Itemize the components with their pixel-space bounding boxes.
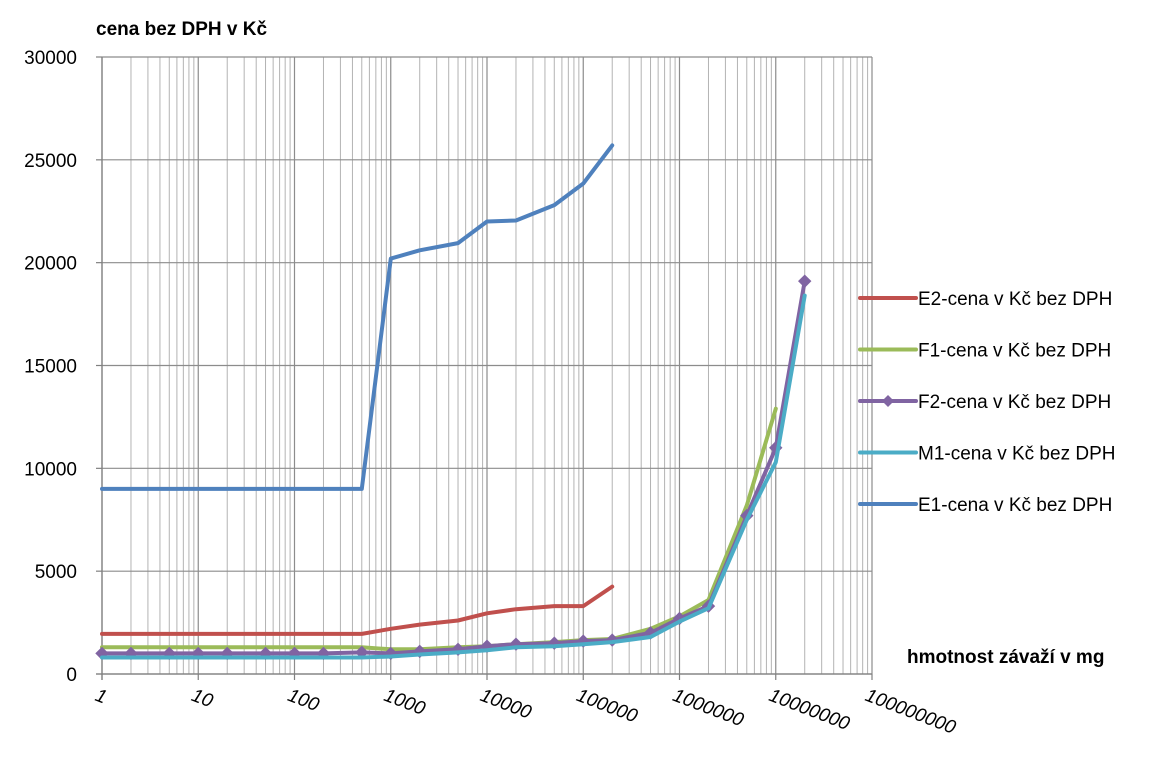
legend: E2-cena v Kč bez DPH F1-cena v Kč bez DPH…: [858, 289, 1115, 516]
y-tick-labels: 0 5000 10000 15000 20000 25000 30000: [24, 48, 102, 686]
y-tick-label: 10000: [24, 459, 77, 480]
y-tick-label: 15000: [24, 357, 77, 378]
x-tick-label: 10000000: [766, 685, 853, 735]
x-tick-label: 10000: [477, 685, 534, 724]
series-line-f2: [100, 279, 807, 656]
axes: [96, 57, 872, 680]
x-tick-label: 1000: [381, 685, 428, 720]
x-tick-label: 1: [92, 685, 109, 708]
legend-label-f2: F2-cena v Kč bez DPH: [918, 392, 1111, 413]
data-point-f2: [413, 644, 427, 659]
x-tick-label: 100000000: [862, 685, 959, 739]
legend-marker-f2: [882, 395, 894, 407]
legend-label-f1: F1-cena v Kč bez DPH: [918, 341, 1111, 362]
legend-label-e1: E1-cena v Kč bez DPH: [918, 495, 1112, 516]
grid-major-lines: [101, 56, 873, 675]
y-tick-label: 25000: [24, 151, 77, 172]
series-lines: [95, 143, 812, 661]
legend-label-m1: M1-cena v Kč bez DPH: [918, 444, 1115, 465]
x-tick-label: 10: [188, 685, 216, 712]
y-tick-label: 0: [66, 665, 77, 686]
y-tick-label: 30000: [24, 48, 77, 69]
legend-label-e2: E2-cena v Kč bez DPH: [918, 289, 1112, 310]
x-tick-labels: 1 10 100 1000 10000 100000 1000000 10000000 1000…: [92, 674, 959, 739]
series-line-m1: [100, 293, 807, 660]
data-point-f2: [798, 274, 812, 288]
x-tick-label: 1000000: [670, 685, 747, 731]
y-axis-title: cena bez DPH v Kč: [96, 19, 267, 40]
y-tick-label: 5000: [35, 562, 77, 583]
series-line-e1: [100, 143, 615, 491]
y-tick-label: 20000: [24, 254, 77, 275]
series-line-e2: [100, 584, 615, 636]
x-tick-label: 100: [285, 685, 323, 716]
x-tick-label: 100000: [573, 685, 640, 727]
series-line-f1: [100, 406, 778, 652]
x-axis-title: hmotnost závaží v mg: [907, 647, 1104, 668]
